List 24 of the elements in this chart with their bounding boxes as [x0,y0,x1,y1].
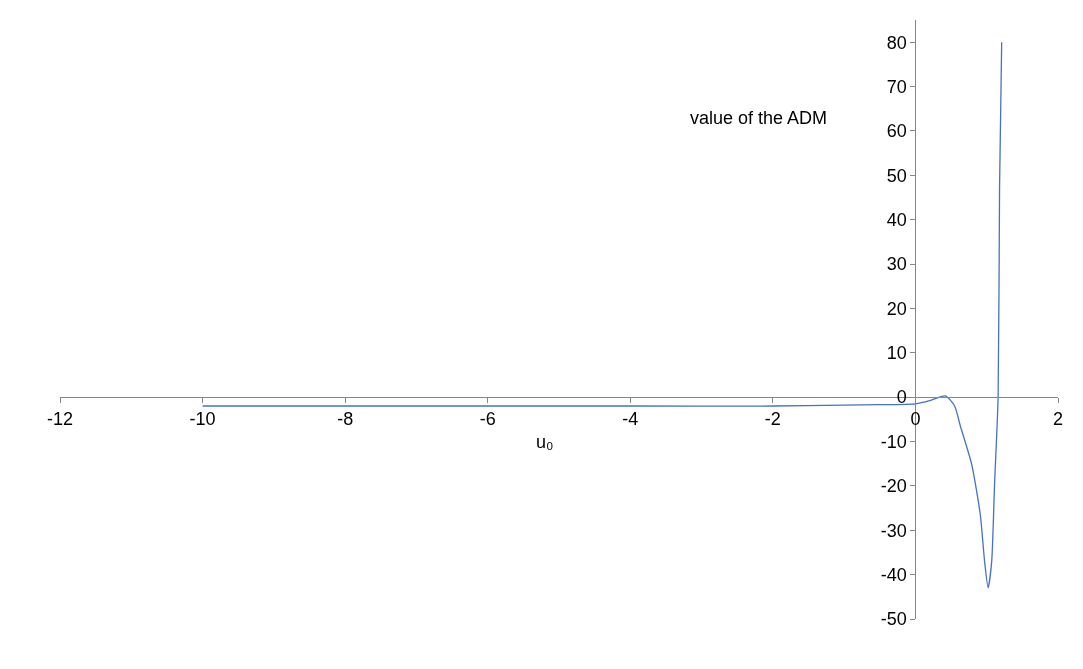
y-tick-label: 20 [886,298,907,319]
x-tick-label: -4 [622,408,639,429]
x-tick-label: 2 [1052,408,1064,429]
x-tick-label: -6 [479,408,496,429]
y-tick-label: -30 [880,520,907,541]
y-axis-title: value of the ADM [690,108,828,128]
x-tick-label: -12 [46,408,74,429]
y-tick-label: 50 [886,165,907,186]
x-tick-label: -8 [337,408,354,429]
y-tick-label: -10 [880,431,907,452]
y-tick-label: 70 [886,76,907,97]
x-tick-label: -2 [764,408,781,429]
y-tick-label: 30 [886,254,907,275]
y-tick-label: 80 [886,32,907,53]
x-axis-title: u₀ [536,432,554,452]
y-tick-label: -40 [880,564,907,585]
y-tick-label: 0 [896,387,907,408]
x-tick-label: 0 [910,408,921,429]
x-tick-label: -10 [189,408,216,429]
y-tick-label: -50 [880,609,907,630]
y-tick-label: 10 [886,343,907,364]
y-tick-label: 40 [886,209,907,230]
y-tick-label: -20 [880,476,907,497]
y-tick-label: 60 [886,121,907,142]
